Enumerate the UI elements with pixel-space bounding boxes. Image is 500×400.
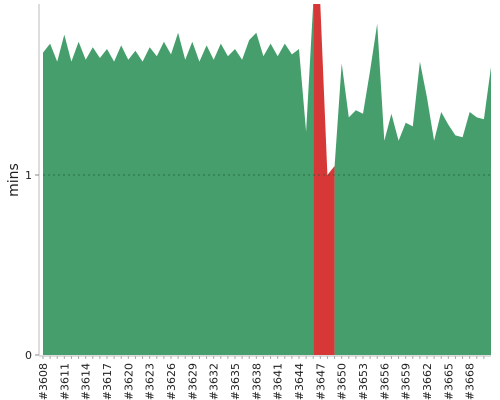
axes: 0 1 #3608 #3611 #3614 #3617 #3620 #3623 #3626 #36…: [25, 4, 491, 400]
x-tick-label: #3608: [37, 363, 50, 400]
x-tick-label: #3662: [421, 363, 434, 400]
x-tick-label: #3665: [442, 363, 455, 400]
x-tick-label: #3647: [314, 363, 327, 400]
x-tick-label: #3644: [293, 363, 306, 400]
y-axis-label: mins: [6, 163, 22, 197]
x-tick-label: #3668: [464, 363, 477, 400]
x-tick-label: #3653: [357, 363, 370, 400]
y-tick-label: 0: [25, 349, 32, 362]
area-success-0: [43, 4, 314, 355]
y-tick-label: 1: [25, 169, 32, 182]
x-tick-label: #3623: [144, 363, 157, 400]
area-success-2: [334, 23, 491, 356]
x-tick-label: #3620: [122, 363, 135, 400]
x-tick-label: #3641: [272, 363, 285, 400]
x-tick-label: #3629: [186, 363, 199, 400]
x-tick-label: #3611: [58, 363, 71, 400]
x-tick-label: #3632: [208, 363, 221, 400]
plot-area: [43, 4, 491, 356]
x-tick-label: #3626: [165, 363, 178, 400]
x-tick-label: #3617: [101, 363, 114, 400]
x-tick-label: #3659: [400, 363, 413, 400]
x-tick-label: #3650: [336, 363, 349, 400]
x-tick-label: #3635: [229, 363, 242, 400]
x-tick-label: #3638: [250, 363, 263, 400]
x-tick-label: #3614: [80, 363, 93, 400]
x-tick-label: #3656: [378, 363, 391, 400]
area-failure-1: [313, 4, 335, 355]
